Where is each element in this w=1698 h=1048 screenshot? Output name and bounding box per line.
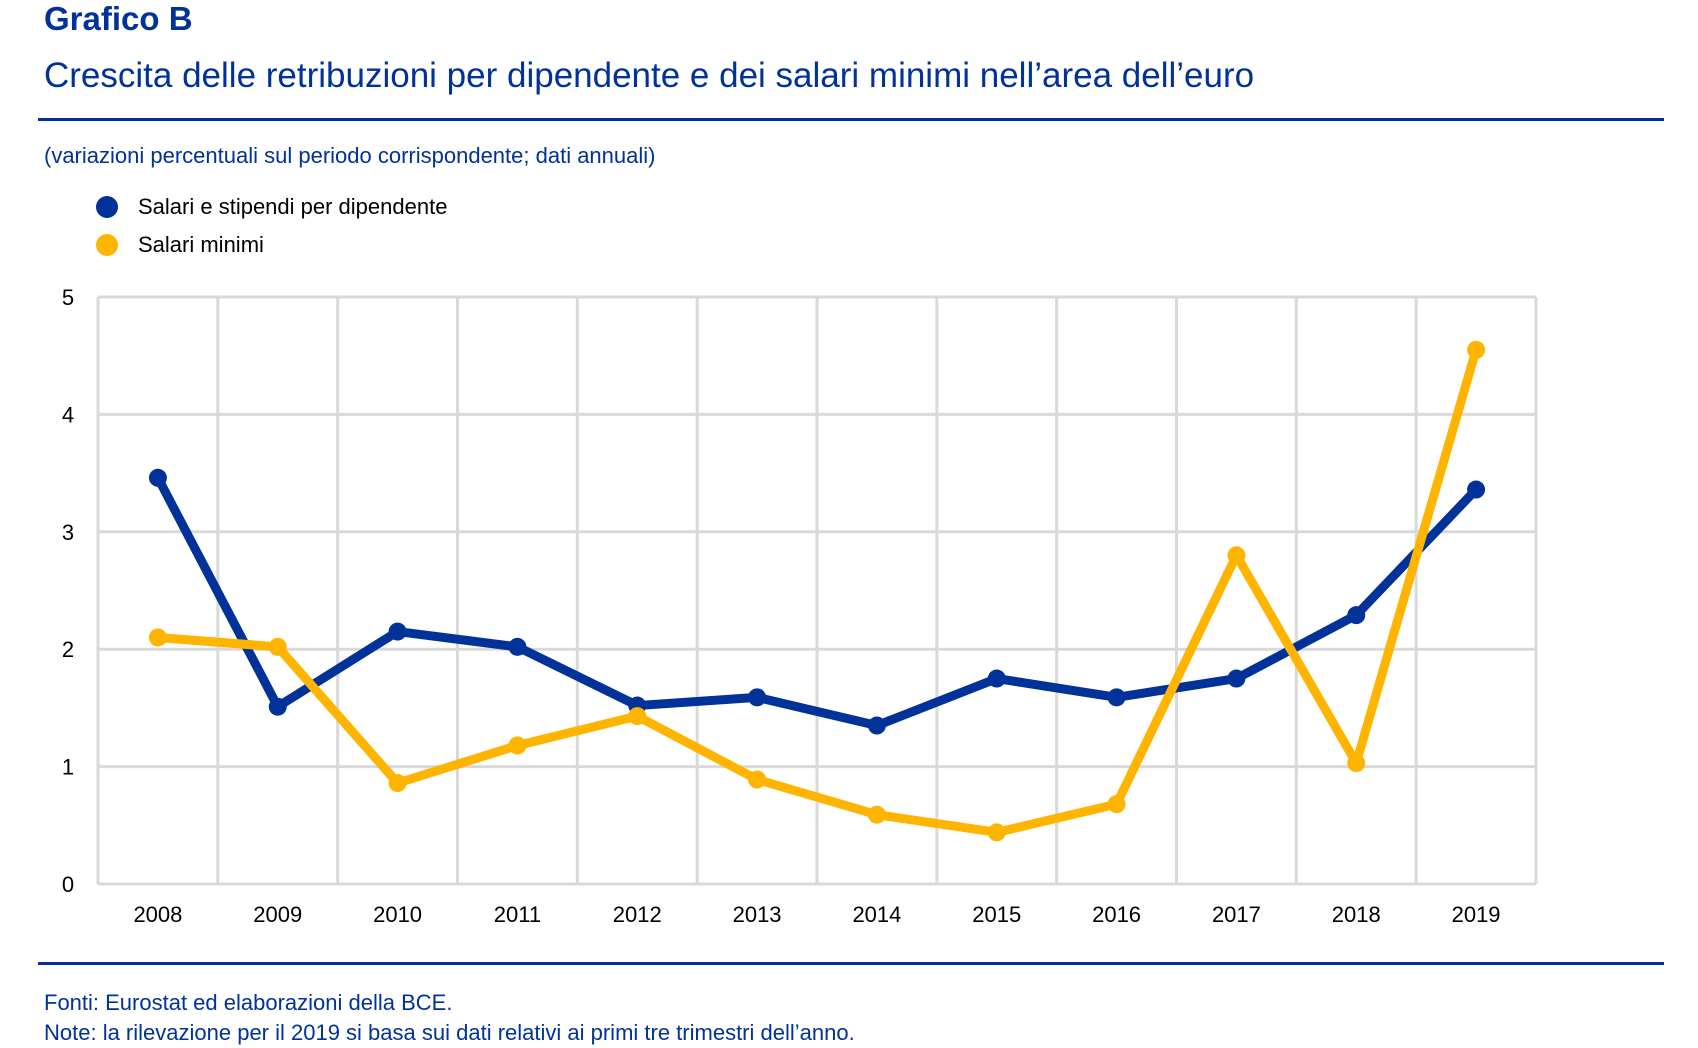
data-point-1 — [388, 774, 407, 793]
data-point-1 — [148, 628, 167, 647]
y-tick-label: 3 — [62, 520, 74, 545]
data-point-1 — [268, 637, 287, 656]
data-point-0 — [388, 622, 407, 641]
legend-label: Salari minimi — [138, 232, 264, 257]
legend-item-wages: Salari e stipendi per dipendente — [96, 194, 447, 220]
x-tick-label: 2013 — [733, 902, 782, 927]
x-tick-label: 2011 — [494, 902, 541, 927]
sources-note: Fonti: Eurostat ed elaborazioni della BC… — [44, 990, 453, 1015]
data-point-1 — [987, 823, 1006, 842]
data-point-1 — [748, 770, 767, 789]
x-tick-label: 2009 — [253, 902, 302, 927]
series-line-1 — [157, 348, 1481, 837]
x-tick-label: 2019 — [1452, 902, 1501, 927]
y-tick-label: 5 — [62, 285, 74, 310]
x-tick-label: 2017 — [1212, 902, 1261, 927]
chart-subtitle: (variazioni percentuali sul periodo corr… — [44, 143, 656, 168]
data-point-0 — [1227, 669, 1246, 688]
data-point-0 — [987, 669, 1006, 688]
data-point-1 — [1467, 340, 1486, 359]
series-line-0 — [153, 475, 1480, 731]
bottom-divider — [38, 962, 1664, 965]
x-tick-label: 2010 — [373, 902, 422, 927]
data-point-1 — [1347, 754, 1366, 773]
legend-dot-icon — [96, 196, 118, 218]
y-tick-label: 2 — [62, 637, 74, 662]
x-tick-label: 2015 — [972, 902, 1021, 927]
data-point-0 — [1347, 606, 1366, 625]
data-point-1 — [1107, 795, 1126, 814]
x-tick-label: 2008 — [133, 902, 182, 927]
data-point-0 — [867, 716, 886, 735]
y-tick-label: 1 — [62, 755, 74, 780]
y-tick-label: 4 — [62, 402, 74, 427]
top-divider — [38, 118, 1664, 121]
data-point-0 — [1467, 480, 1486, 499]
data-point-0 — [1107, 688, 1126, 707]
data-point-1 — [508, 736, 527, 755]
data-point-0 — [268, 697, 287, 716]
data-point-0 — [508, 637, 527, 656]
footnote: Note: la rilevazione per il 2019 si basa… — [44, 1020, 855, 1045]
x-tick-label: 2012 — [613, 902, 662, 927]
x-tick-label: 2018 — [1332, 902, 1381, 927]
y-tick-label: 0 — [62, 872, 74, 897]
legend-dot-icon — [96, 234, 118, 256]
data-point-1 — [867, 805, 886, 824]
legend-label: Salari e stipendi per dipendente — [138, 194, 448, 219]
legend-item-minimum-wages: Salari minimi — [96, 232, 264, 258]
x-tick-label: 2014 — [852, 902, 901, 927]
x-tick-label: 2016 — [1092, 902, 1141, 927]
data-point-0 — [148, 468, 167, 487]
data-point-1 — [1227, 546, 1246, 565]
data-point-1 — [628, 707, 647, 726]
data-point-0 — [748, 688, 767, 707]
chart-title: Crescita delle retribuzioni per dipenden… — [44, 56, 1255, 95]
chart-label: Grafico B — [44, 0, 193, 37]
